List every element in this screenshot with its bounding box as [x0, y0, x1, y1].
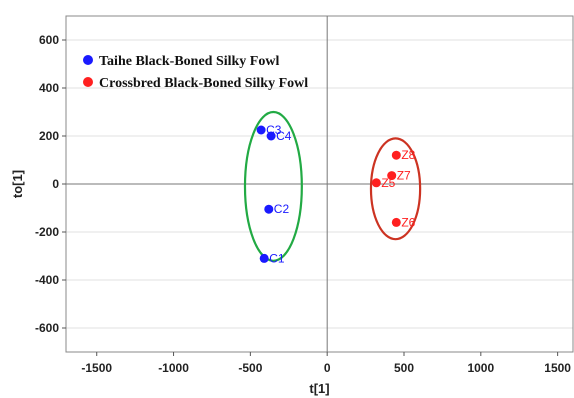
- tick-labels: -600 -400 -200 0 200 400 600 -1500 -1000 -500 0 500…: [35, 33, 571, 375]
- x-tick-label: 1000: [467, 361, 494, 375]
- axes: [62, 15, 574, 356]
- data-point: [264, 204, 274, 214]
- legend-entry: Taihe Black-Boned Silky Fowl: [99, 54, 279, 69]
- data-point-label: C2: [274, 202, 290, 216]
- group-ellipse: [369, 137, 422, 241]
- x-tick-label: -1000: [158, 361, 189, 375]
- y-tick-label: 200: [39, 129, 59, 143]
- data-point-label: C1: [269, 251, 285, 265]
- legend-entry: Crossbred Black-Boned Silky Fowl: [99, 76, 308, 91]
- y-tick-label: -400: [35, 273, 59, 287]
- x-tick-label: 1500: [544, 361, 571, 375]
- data-point-label: Z8: [401, 148, 415, 162]
- x-tick-label: -1500: [81, 361, 112, 375]
- data-point-label: C4: [276, 129, 292, 143]
- data-point: [391, 217, 401, 227]
- data-point: [266, 131, 276, 141]
- data-point: [256, 125, 266, 135]
- y-tick-label: 400: [39, 81, 59, 95]
- data-point: [387, 171, 397, 181]
- group-ellipses: [243, 110, 422, 262]
- x-axis-label: t[1]: [309, 381, 329, 396]
- group-ellipse: [243, 110, 303, 262]
- data-point: [391, 150, 401, 160]
- x-tick-label: 500: [394, 361, 414, 375]
- y-axis-label: to[1]: [10, 170, 25, 198]
- y-tick-label: 600: [39, 33, 59, 47]
- y-tick-label: -600: [35, 321, 59, 335]
- data-point: [371, 178, 381, 188]
- y-tick-label: -200: [35, 225, 59, 239]
- y-tick-label: 0: [52, 177, 59, 191]
- legend-marker: [83, 55, 93, 65]
- legend: Taihe Black-Boned Silky Fowl Crossbred Bl…: [83, 54, 308, 91]
- legend-marker: [83, 77, 93, 87]
- data-point: [259, 253, 269, 263]
- x-tick-label: -500: [238, 361, 262, 375]
- x-tick-label: 0: [324, 361, 331, 375]
- data-point-label: Z6: [401, 215, 415, 229]
- data-point-label: Z7: [397, 169, 411, 183]
